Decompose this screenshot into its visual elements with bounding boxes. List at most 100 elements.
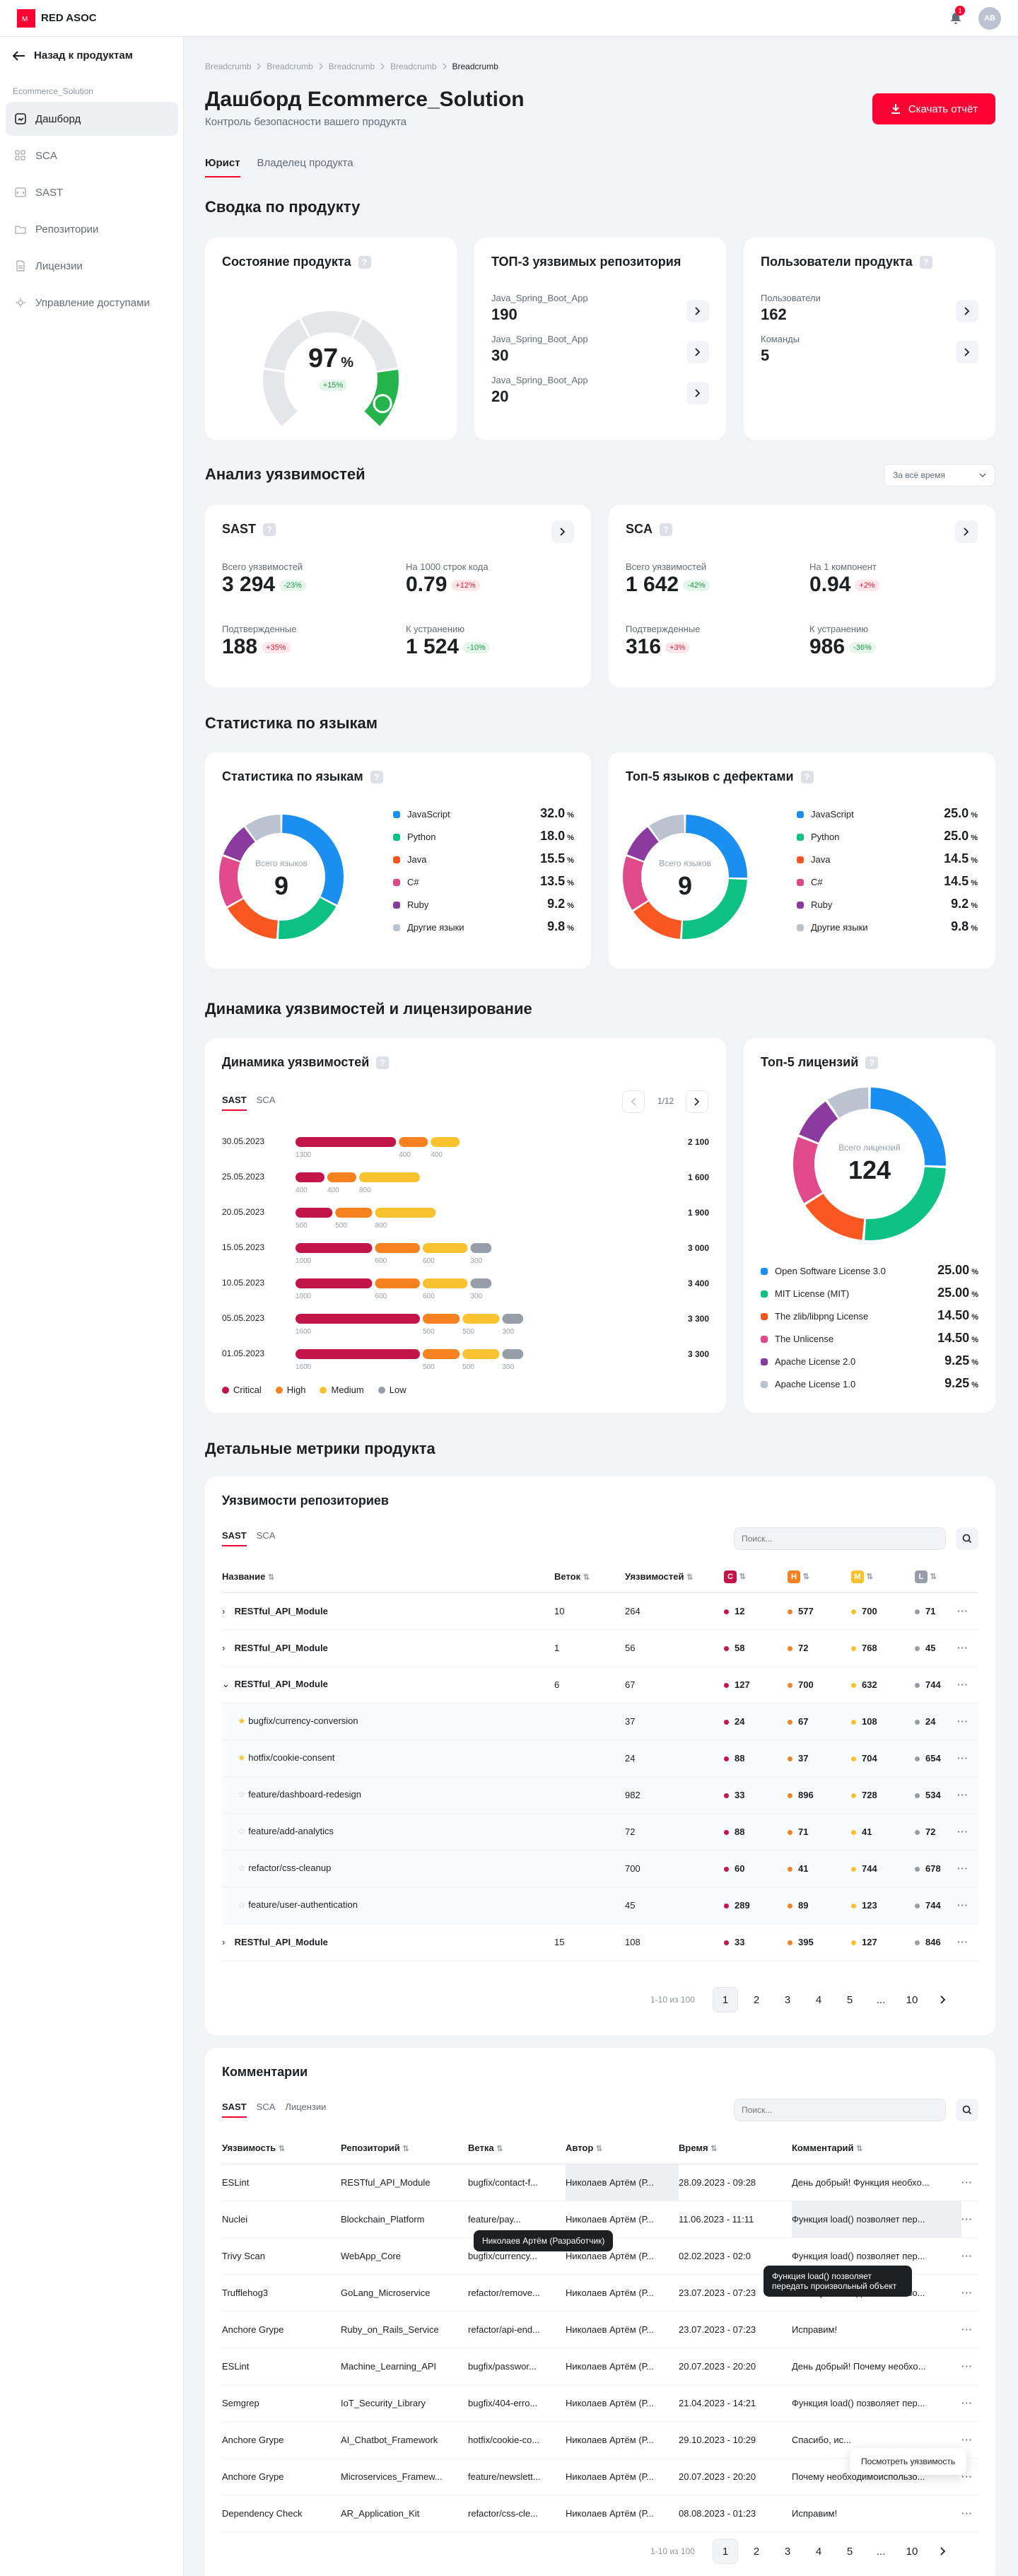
table-row[interactable]: Nuclei Blockchain_Platform feature/pay... Н… [222, 2201, 978, 2237]
sidebar-item-license[interactable]: Лицензии [6, 249, 178, 283]
open-details-button[interactable] [955, 520, 978, 543]
comments-search-input[interactable] [734, 2099, 946, 2121]
bar-medium[interactable] [375, 1208, 436, 1218]
sortable-column[interactable]: Репозиторий ⇅ [341, 2133, 468, 2164]
table-row[interactable]: ☆ feature/user-authentication 45 289 89 123 7… [222, 1887, 978, 1923]
more-icon[interactable]: ··· [957, 1936, 969, 1947]
help-icon[interactable]: ? [660, 523, 673, 536]
open-users-button[interactable] [956, 300, 978, 322]
more-icon[interactable]: ··· [961, 2471, 973, 2482]
page-button[interactable]: 3 [784, 2545, 791, 2558]
page-button[interactable]: 5 [846, 2545, 853, 2558]
bar-high[interactable] [423, 1314, 460, 1324]
open-details-button[interactable] [551, 520, 574, 543]
sortable-column[interactable]: M ⇅ [851, 1561, 915, 1592]
help-icon[interactable]: ? [800, 770, 814, 783]
sortable-column[interactable]: Название ⇅ [222, 1561, 554, 1592]
more-icon[interactable]: ··· [961, 2397, 973, 2408]
back-to-products-link[interactable]: Назад к продуктам [13, 49, 133, 62]
bar-medium[interactable] [423, 1243, 468, 1253]
help-icon[interactable]: ? [376, 1056, 390, 1069]
more-icon[interactable]: ··· [957, 1605, 969, 1616]
star-icon[interactable]: ☆ [238, 1789, 246, 1800]
bell-icon[interactable] [946, 8, 966, 28]
sortable-column[interactable]: Уязвимость ⇅ [222, 2133, 341, 2164]
star-icon[interactable]: ☆ [238, 1899, 246, 1910]
table-row[interactable]: Semgrep IoT_Security_Library bugfix/404-er… [222, 2384, 978, 2421]
table-row[interactable]: › RESTful_API_Module 1 56 58 72 768 45 ··· [222, 1629, 978, 1666]
bar-critical[interactable] [296, 1349, 420, 1359]
bar-medium[interactable] [462, 1314, 500, 1324]
bar-high[interactable] [375, 1278, 421, 1288]
help-icon[interactable]: ? [919, 255, 932, 269]
more-icon[interactable]: ··· [961, 2507, 973, 2519]
bar-critical[interactable] [296, 1278, 373, 1288]
more-icon[interactable]: ··· [957, 1715, 969, 1727]
tab-sca[interactable]: SCA [256, 2102, 276, 2112]
tab-lawyer[interactable]: Юрист [205, 157, 240, 177]
more-icon[interactable]: ··· [957, 1863, 969, 1874]
sidebar-item-folder[interactable]: Репозитории [6, 212, 178, 246]
prev-page-button[interactable] [622, 1090, 645, 1113]
breadcrumb-item[interactable]: Breadcrumb [390, 62, 437, 71]
bar-medium[interactable] [423, 1278, 468, 1288]
more-icon[interactable]: ··· [961, 2213, 973, 2225]
bar-high[interactable] [375, 1243, 421, 1253]
sidebar-item-dashboard[interactable]: Дашборд [6, 102, 178, 136]
star-icon[interactable]: ☆ [238, 1863, 246, 1873]
page-button[interactable]: 3 [784, 1993, 791, 2006]
page-button[interactable]: 2 [753, 2545, 760, 2558]
page-button[interactable]: 5 [846, 1993, 853, 2006]
page-button[interactable]: 4 [815, 2545, 822, 2558]
table-row[interactable]: Anchore Grype AI_Chatbot_Framework hotfix/… [222, 2421, 978, 2458]
more-icon[interactable]: ··· [957, 1789, 969, 1800]
sidebar-item-access[interactable]: Управление доступами [6, 286, 178, 320]
sidebar-item-grid[interactable]: SCA [6, 139, 178, 173]
page-button[interactable]: 1 [713, 1987, 738, 2012]
tab-sast[interactable]: SAST [222, 1530, 247, 1546]
next-page-icon[interactable] [930, 1987, 956, 2012]
breadcrumb-item[interactable]: Breadcrumb [267, 62, 313, 71]
page-button[interactable]: 2 [753, 1993, 760, 2006]
chevron-down-icon[interactable]: ⌄ [222, 1679, 230, 1689]
table-row[interactable]: ☆ refactor/css-cleanup 700 60 41 744 678 ··· [222, 1850, 978, 1887]
open-users-button[interactable] [956, 341, 978, 363]
page-button[interactable]: 1 [713, 2539, 738, 2564]
bar-critical[interactable] [296, 1172, 324, 1182]
more-icon[interactable]: ··· [961, 2434, 973, 2445]
table-row[interactable]: Trivy Scan WebApp_Core bugfix/currency... Н… [222, 2237, 978, 2274]
table-row[interactable]: › RESTful_API_Module 15 108 33 395 127 846 ··· [222, 1923, 978, 1960]
view-vulnerability-popover[interactable]: Посмотреть уязвимость [850, 2448, 967, 2475]
sortable-column[interactable]: C ⇅ [724, 1561, 788, 1592]
search-icon[interactable] [956, 1527, 978, 1550]
page-button[interactable]: ... [876, 2545, 886, 2558]
help-icon[interactable]: ? [263, 523, 276, 536]
breadcrumb-item[interactable]: Breadcrumb [328, 62, 375, 71]
open-repo-button[interactable] [686, 382, 709, 404]
table-row[interactable]: ESLint RESTful_API_Module bugfix/contact-f… [222, 2164, 978, 2201]
sidebar-item-code[interactable]: SAST [6, 175, 178, 209]
tab-sast[interactable]: SAST [222, 1095, 247, 1111]
page-button[interactable]: 10 [906, 2545, 918, 2558]
bar-medium[interactable] [462, 1349, 500, 1359]
tab-sca[interactable]: SCA [256, 1530, 276, 1541]
next-page-button[interactable] [686, 1090, 708, 1113]
tab-licenses[interactable]: Лицензии [285, 2102, 327, 2112]
bar-low[interactable] [470, 1278, 492, 1288]
tab-sast[interactable]: SAST [222, 2102, 247, 2118]
bar-critical[interactable] [296, 1208, 333, 1218]
more-icon[interactable]: ··· [957, 1899, 969, 1911]
sortable-column[interactable]: Веток ⇅ [554, 1561, 625, 1592]
table-row[interactable]: ESLint Machine_Learning_API bugfix/passwor… [222, 2348, 978, 2384]
bar-critical[interactable] [296, 1243, 373, 1253]
open-repo-button[interactable] [686, 300, 709, 322]
bar-low[interactable] [502, 1349, 524, 1359]
next-page-icon[interactable] [930, 2539, 956, 2564]
bar-medium[interactable] [431, 1137, 460, 1147]
sortable-column[interactable]: Автор ⇅ [566, 2133, 679, 2164]
more-icon[interactable]: ··· [961, 2287, 973, 2298]
chevron-right-icon[interactable]: › [222, 1605, 226, 1616]
star-filled-icon[interactable]: ★ [238, 1752, 246, 1763]
more-icon[interactable]: ··· [957, 1752, 969, 1764]
page-button[interactable]: 4 [815, 1993, 822, 2006]
